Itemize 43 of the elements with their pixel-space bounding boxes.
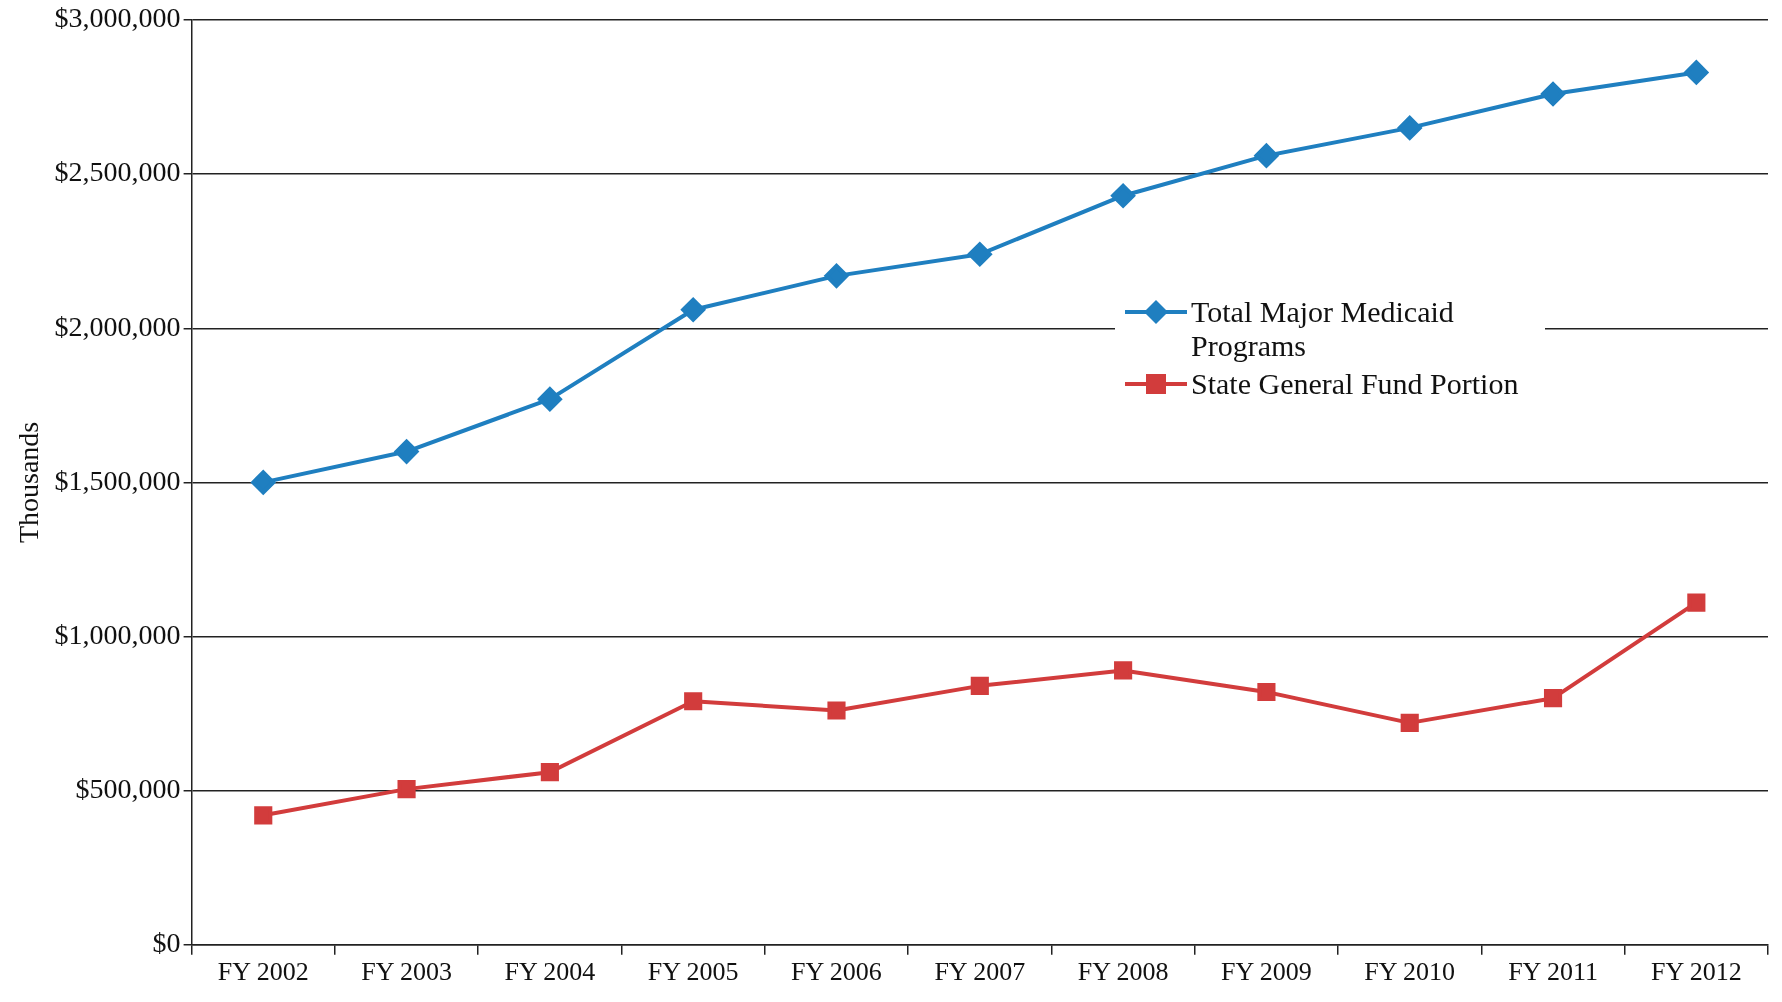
y-tick-label: $3,000,000	[54, 2, 181, 34]
point	[1254, 143, 1279, 168]
point	[970, 676, 989, 695]
point	[967, 242, 992, 267]
point	[1397, 115, 1422, 140]
x-tick-label: FY 2005	[647, 957, 739, 987]
point	[681, 297, 706, 322]
x-tick-label: FY 2003	[361, 957, 452, 987]
point	[1257, 682, 1276, 702]
point	[1111, 183, 1136, 208]
x-tick-label: FY 2008	[1077, 957, 1169, 987]
y-axis-title: Thousands	[13, 421, 45, 544]
y-tick-label: $1,500,000	[54, 464, 181, 496]
legend-label: Total Major Medicaid Programs	[1191, 295, 1455, 363]
point	[824, 263, 849, 288]
point	[827, 701, 846, 720]
y-tick-label: $0	[152, 927, 181, 959]
point	[537, 387, 562, 412]
x-tick-label: FY 2009	[1221, 957, 1312, 987]
x-tick-label: FY 2006	[791, 957, 882, 987]
point	[1684, 60, 1709, 85]
x-tick-label: FY 2007	[934, 957, 1026, 987]
point	[1543, 689, 1563, 708]
point	[1400, 713, 1419, 732]
y-tick-label: $2,000,000	[54, 310, 181, 342]
point	[1114, 661, 1133, 680]
x-tick-label: FY 2010	[1364, 957, 1456, 987]
point	[254, 806, 273, 825]
point	[1541, 81, 1566, 106]
point	[540, 763, 559, 782]
x-tick-label: FY 2011	[1508, 957, 1598, 987]
y-tick-label: $1,000,000	[54, 618, 181, 650]
legend-label: State General Fund Portion	[1191, 367, 1519, 401]
x-tick-label: FY 2002	[217, 957, 309, 987]
x-tick-label: FY 2012	[1650, 957, 1742, 987]
point	[1687, 593, 1706, 612]
x-tick-label: FY 2004	[504, 957, 596, 987]
point	[251, 470, 276, 495]
point	[684, 692, 703, 711]
point	[397, 780, 416, 799]
y-tick-label: $2,500,000	[54, 156, 181, 188]
y-tick-label: $500,000	[75, 773, 181, 805]
point	[394, 439, 419, 464]
